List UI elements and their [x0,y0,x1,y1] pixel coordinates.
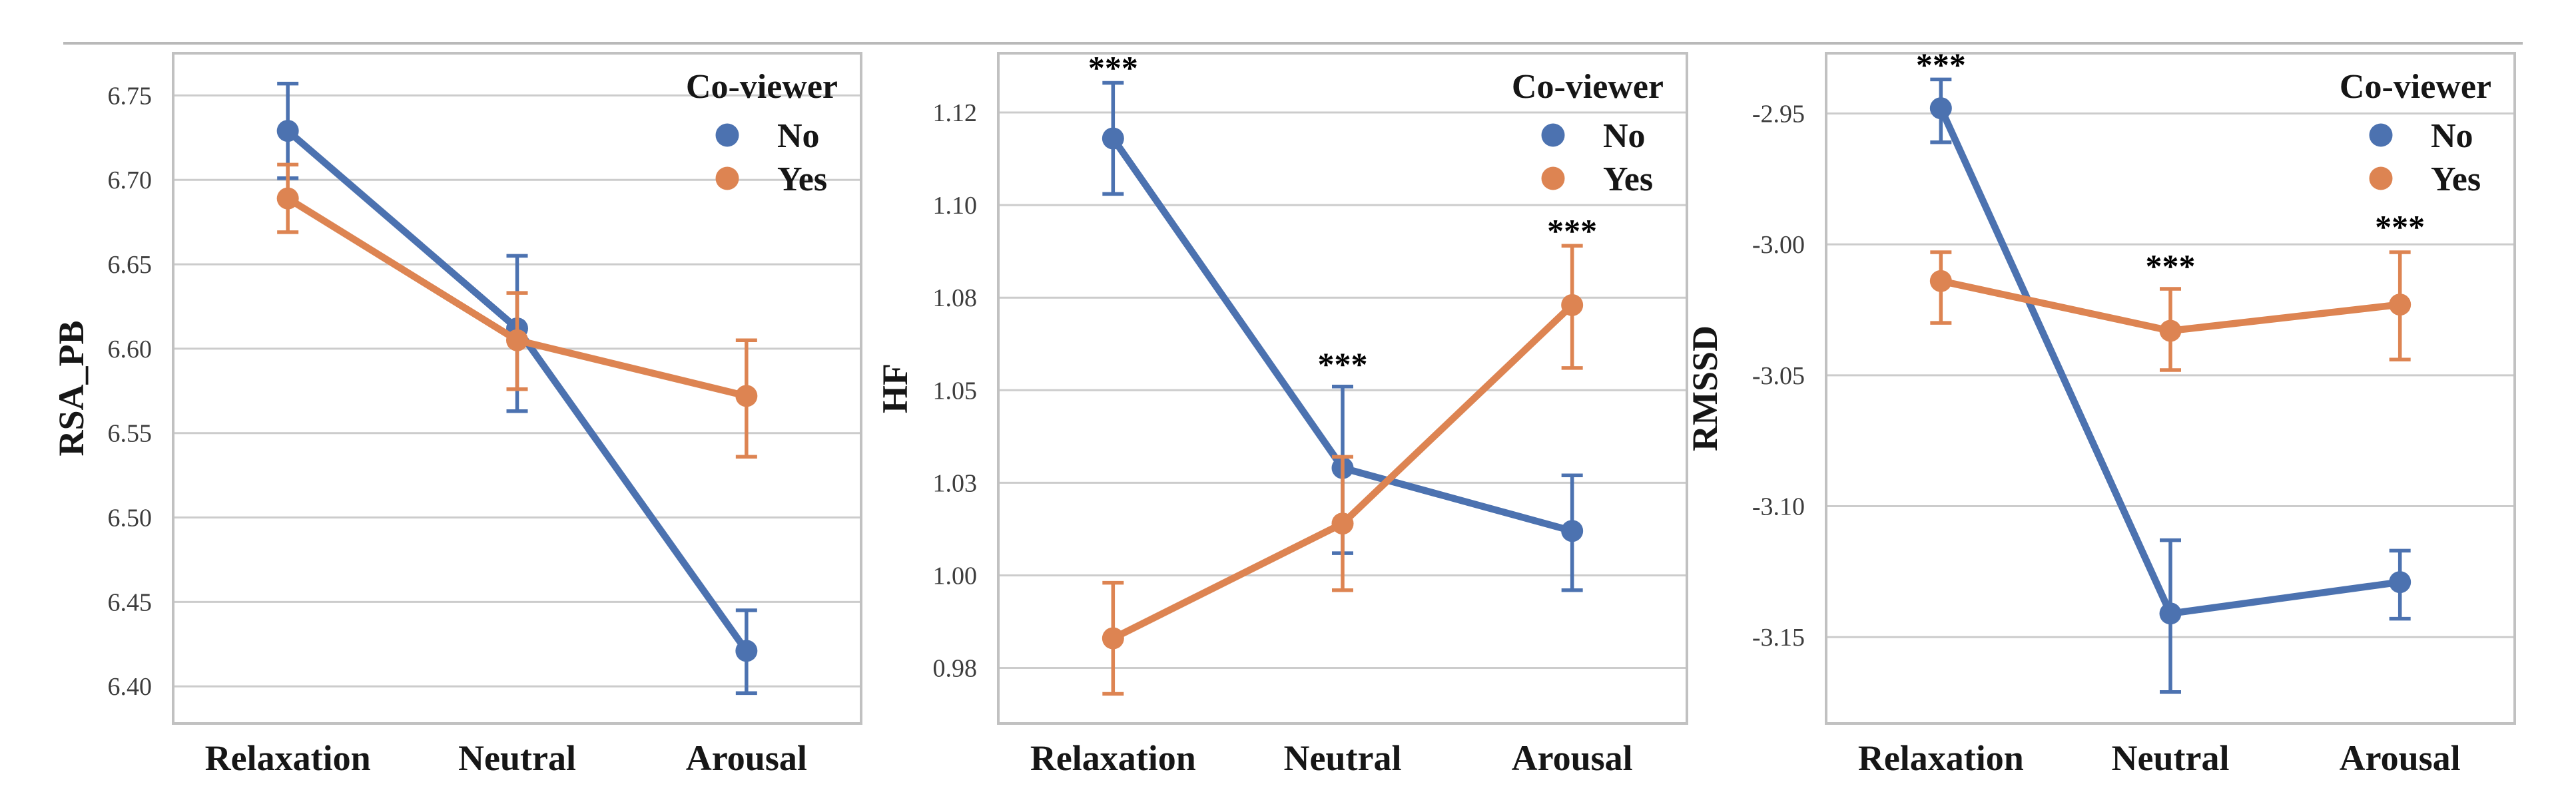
data-point [2389,294,2412,316]
y-tick-label: 1.10 [933,192,978,220]
legend-marker-no [2369,123,2393,147]
legend-item-label: Yes [777,160,827,198]
legend-title: Co-viewer [2340,68,2491,106]
legend-item-label: No [2431,117,2473,155]
category-label: Neutral [1284,738,1402,778]
data-point [276,120,299,142]
data-point [1331,512,1354,535]
plot-border [997,52,1688,725]
y-tick-label: 1.12 [933,99,978,127]
legend-marker-no [715,123,739,147]
legend-item-label: No [1603,117,1646,155]
significance-stars: *** [1547,212,1597,249]
category-label: Relaxation [1030,738,1196,778]
series-yes [276,162,758,459]
y-tick-label: 6.60 [108,335,153,363]
legend-marker-yes [715,166,739,190]
category-label: Neutral [2112,738,2230,778]
legend-item-label: Yes [2431,160,2481,198]
category-label: Relaxation [1858,738,2024,778]
y-tick-label: 1.08 [933,284,978,312]
legend: Co-viewer No Yes [2340,68,2491,198]
data-point [2389,571,2412,594]
legend: Co-viewer No Yes [686,68,838,198]
y-tick-label: 6.45 [108,588,153,616]
data-point [1561,294,1584,316]
legend-title: Co-viewer [1512,68,1664,106]
data-point [735,385,758,407]
legend-title: Co-viewer [686,68,838,106]
chart-panel-hf: 1.12 1.10 1.08 1.05 1.03 1.00 0.98 HF Relaxation… [875,49,1688,778]
y-tick-label: 6.70 [108,166,153,194]
y-tick-label: 6.55 [108,420,153,448]
y-tick-label: 6.50 [108,505,153,532]
data-point [1102,127,1124,150]
y-axis-title: RMSSD [1685,325,1725,451]
y-tick-label: 1.00 [933,562,978,590]
plot-border [1825,52,2516,725]
chart-panel-rmssd: -2.95 -3.00 -3.05 -3.10 -3.15 RMSSD Relaxation… [1685,46,2516,778]
significance-stars: *** [1916,46,1966,83]
y-tick-label: 6.75 [108,82,153,110]
y-tick-label: -2.95 [1752,100,1805,128]
category-label: Neutral [458,738,576,778]
legend-item-label: Yes [1603,160,1653,198]
significance-stars: *** [2375,208,2425,246]
chart-panel-rsa-pb: 6.75 6.70 6.65 6.60 6.55 6.50 6.45 6.40 RSA_PB Re… [51,52,862,778]
legend-marker-yes [2369,166,2393,190]
data-point [735,640,758,662]
data-point [1929,270,1952,292]
category-label: Relaxation [205,738,371,778]
y-axis-title: HF [875,363,915,413]
y-tick-label: -3.05 [1752,362,1805,390]
y-tick-label: 1.03 [933,469,978,497]
data-point [1561,520,1584,542]
legend-marker-yes [1541,166,1565,190]
category-label: Arousal [1512,738,1633,778]
y-tick-label: -3.00 [1752,231,1805,259]
series-yes [1102,244,1584,696]
data-point [506,329,528,351]
legend-item-label: No [777,117,820,155]
significance-stars: *** [1318,345,1368,383]
y-tick-label: -3.15 [1752,624,1805,652]
data-point [1929,97,1952,120]
data-point [1102,627,1124,650]
significance-stars: *** [1088,49,1138,87]
category-label: Arousal [686,738,807,778]
y-tick-label: 1.05 [933,377,978,405]
plot-border [172,52,862,725]
series-no [1929,77,2412,694]
legend-marker-no [1541,123,1565,147]
data-point [2159,602,2182,625]
y-tick-label: -3.10 [1752,493,1805,521]
data-point [276,187,299,210]
y-tick-label: 0.98 [933,655,978,683]
y-axis-title: RSA_PB [51,320,91,456]
figure-top-rule [63,42,2523,45]
y-tick-label: 6.40 [108,673,153,701]
y-tick-label: 6.65 [108,251,153,279]
data-point [2159,319,2182,342]
series-yes [1929,250,2412,372]
legend: Co-viewer No Yes [1512,68,1664,198]
significance-stars: *** [2146,248,2196,285]
category-label: Arousal [2340,738,2461,778]
